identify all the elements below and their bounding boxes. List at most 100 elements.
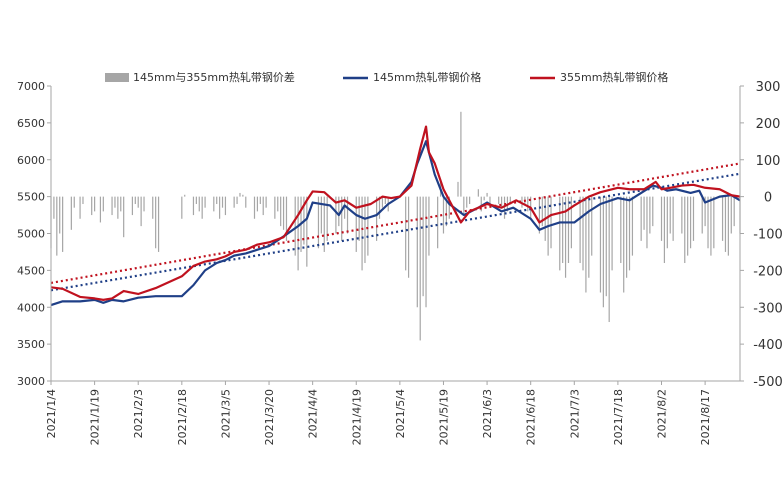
diff-bar <box>422 196 424 297</box>
diff-bar <box>582 196 584 271</box>
diff-bar <box>713 196 715 249</box>
diff-bar <box>262 196 264 216</box>
diff-bar <box>70 196 72 230</box>
diff-bar <box>626 196 628 278</box>
diff-bar <box>425 196 427 308</box>
diff-bar <box>602 196 604 308</box>
diff-bar <box>233 196 235 208</box>
left-tick-label: 6500 <box>17 117 45 130</box>
diff-bar <box>448 196 450 219</box>
diff-bar <box>564 196 567 278</box>
diff-bar <box>137 196 139 208</box>
diff-bar <box>280 196 282 227</box>
diff-bar <box>631 196 634 256</box>
diff-bar <box>326 196 328 241</box>
diff-bar <box>567 196 570 264</box>
diff-bar <box>134 196 136 205</box>
diff-bar <box>663 196 666 264</box>
diff-bar <box>457 181 459 197</box>
diff-bar <box>213 196 215 212</box>
diff-bar <box>562 196 564 264</box>
price-lines <box>50 125 741 307</box>
diff-bar <box>730 196 732 234</box>
diff-bar <box>323 196 325 252</box>
diff-bar <box>239 192 241 197</box>
diff-bar <box>344 196 346 219</box>
x-tick-label: 2021/3/5 <box>219 389 232 438</box>
diff-bar <box>236 196 238 205</box>
diff-bar <box>364 196 366 264</box>
diff-bar <box>245 196 247 208</box>
diff-bar <box>605 196 607 297</box>
diff-bar <box>140 196 142 227</box>
right-tick-label: -300 <box>753 301 783 316</box>
diff-bar <box>477 189 479 197</box>
diff-bar <box>338 196 340 227</box>
diff-bar <box>253 196 256 219</box>
diff-bar <box>155 196 157 249</box>
x-tick-label: 2021/2/3 <box>132 389 145 438</box>
diff-bar <box>416 196 418 308</box>
diff-bar <box>445 196 447 227</box>
diff-bar <box>419 196 421 341</box>
diff-bar <box>701 196 703 234</box>
trend-line-s355 <box>50 162 741 284</box>
left-tick-label: 5500 <box>17 191 45 204</box>
diff-bar <box>117 196 119 219</box>
diff-bar <box>489 196 491 208</box>
diff-bar <box>297 196 299 271</box>
diff-bar <box>620 196 622 264</box>
right-tick-label: -100 <box>753 228 783 243</box>
diff-bar <box>274 196 276 219</box>
legend-label-diff: 145mm与355mm热轧带钢价差 <box>133 70 295 84</box>
diff-bar <box>361 196 363 271</box>
diff-bar <box>123 196 125 238</box>
diff-bar <box>460 111 462 197</box>
diff-bar <box>192 196 195 216</box>
diff-bar <box>681 196 683 234</box>
diff-bar <box>724 196 727 252</box>
left-tick-label: 7000 <box>17 80 45 93</box>
diff-bar <box>599 196 602 293</box>
legend-label-s145: 145mm热轧带钢价格 <box>373 70 481 84</box>
diff-bar <box>201 196 203 219</box>
diff-bar <box>442 196 445 234</box>
diff-bar <box>405 196 407 271</box>
legend: 145mm与355mm热轧带钢价差 145mm热轧带钢价格 355mm热轧带钢价… <box>105 70 668 84</box>
diff-bar <box>640 196 642 241</box>
diff-bar <box>219 196 221 219</box>
series-line-s355 <box>50 125 741 301</box>
diff-bar <box>704 196 706 227</box>
right-tick-label: 100 <box>756 154 781 169</box>
diff-bar <box>527 196 529 212</box>
left-tick-label: 6000 <box>17 154 45 167</box>
diff-bar <box>692 196 695 241</box>
diff-bar <box>282 196 285 230</box>
diff-bar <box>591 196 593 256</box>
legend-label-s355: 355mm热轧带钢价格 <box>560 70 668 84</box>
right-tick-label: -200 <box>753 264 783 279</box>
diff-bar <box>204 196 206 208</box>
diff-bars <box>50 111 741 341</box>
x-tick-label: 2021/5/19 <box>437 389 450 445</box>
diff-bar <box>721 196 724 241</box>
diff-bar <box>469 196 471 205</box>
diff-bar <box>498 196 500 205</box>
diff-bar <box>559 196 561 271</box>
diff-bar <box>157 196 160 252</box>
diff-bar <box>428 196 430 256</box>
diff-bar <box>611 196 613 271</box>
x-tick-label: 2021/3/20 <box>263 389 276 445</box>
diff-bar <box>585 196 587 293</box>
diff-bar <box>501 196 503 208</box>
diff-bar <box>82 196 84 205</box>
trend-line-s145 <box>50 172 741 292</box>
diff-bar <box>259 196 261 205</box>
diff-bar <box>733 196 735 227</box>
right-tick-label: 200 <box>756 117 781 132</box>
x-tick-label: 2021/4/19 <box>350 389 363 445</box>
x-tick-label: 2021/6/18 <box>525 389 538 445</box>
diff-bar <box>120 196 122 212</box>
